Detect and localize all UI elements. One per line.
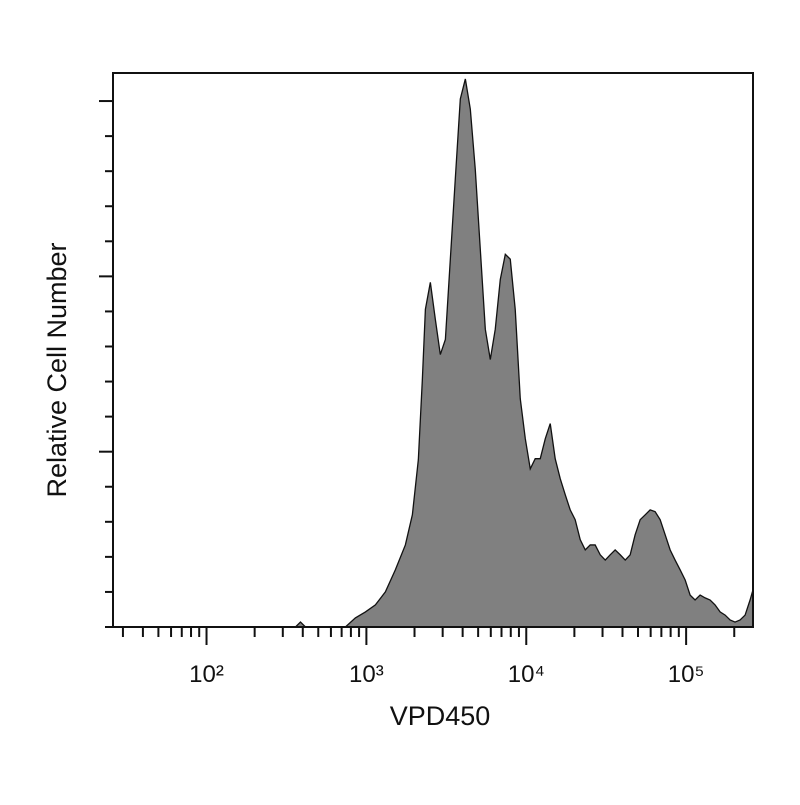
x-tick-label: 10⁴ (508, 661, 545, 688)
histogram-area (113, 78, 754, 628)
plot-frame (112, 72, 754, 628)
x-axis-label: VPD450 (390, 701, 491, 731)
y-axis-label: Relative Cell Number (42, 242, 72, 497)
x-tick-label: 10⁵ (668, 661, 705, 688)
x-tick-label: 10³ (349, 661, 384, 688)
x-tick-label: 10² (189, 661, 224, 688)
